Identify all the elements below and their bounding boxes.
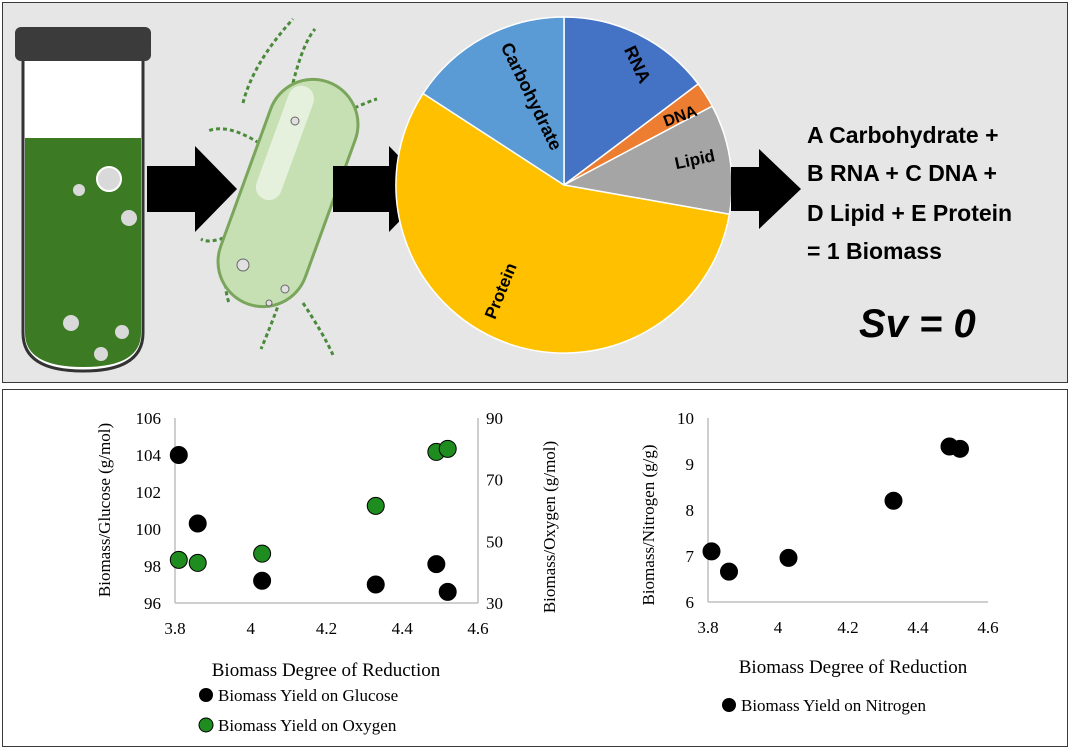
chart2-ylabel: Biomass/Nitrogen (g/g) bbox=[639, 444, 658, 605]
data-point bbox=[169, 446, 188, 464]
legend-marker-nitrogen bbox=[722, 698, 736, 712]
x-tick-label: 4.2 bbox=[837, 618, 858, 637]
x-tick-label: 4.2 bbox=[316, 619, 337, 638]
data-point bbox=[366, 496, 385, 515]
tube-liquid bbox=[25, 138, 141, 367]
equation-line-3: D Lipid + E Protein bbox=[807, 200, 1012, 226]
data-point bbox=[427, 555, 446, 574]
data-point bbox=[438, 439, 457, 458]
x-tick-label: 4.4 bbox=[907, 618, 929, 637]
x-tick-label: 4.6 bbox=[467, 619, 488, 638]
chart1-xlabel: Biomass Degree of Reduction bbox=[212, 660, 441, 681]
legend-marker-glucose bbox=[199, 688, 213, 702]
legend-label-nitrogen: Biomass Yield on Nitrogen bbox=[741, 696, 926, 715]
y2-tick-label: 90 bbox=[486, 409, 503, 428]
chart1-ylabel: Biomass/Glucose (g/mol) bbox=[95, 423, 114, 597]
tube-cap bbox=[15, 27, 151, 61]
y-tick-label: 96 bbox=[144, 594, 161, 613]
bottom-panel: 3.8 4 4.2 4.4 4.6 96 98 100 102 104 106 30 50 70 90 … bbox=[2, 389, 1068, 747]
test-tube-icon bbox=[15, 27, 151, 373]
pie-slice-carbohydrate bbox=[422, 16, 565, 187]
y-tick-label: 7 bbox=[686, 547, 695, 566]
y-tick-label: 100 bbox=[136, 520, 162, 539]
data-point bbox=[779, 548, 798, 567]
arrow-icon bbox=[147, 146, 237, 232]
data-point bbox=[169, 550, 188, 569]
y2-tick-label: 50 bbox=[486, 532, 503, 551]
data-point bbox=[884, 491, 903, 510]
legend-label-oxygen: Biomass Yield on Oxygen bbox=[218, 716, 397, 735]
data-point bbox=[188, 514, 207, 533]
y-tick-label: 6 bbox=[686, 593, 695, 612]
legend-label-glucose: Biomass Yield on Glucose bbox=[218, 686, 398, 705]
data-point bbox=[702, 542, 721, 561]
chart2-xlabel: Biomass Degree of Reduction bbox=[739, 657, 968, 678]
biomass-schematic: RNA DNA Lipid Protein Carbohydrate A Car… bbox=[15, 16, 1012, 373]
equation-line-2: B RNA + C DNA + bbox=[807, 160, 997, 186]
data-point bbox=[720, 562, 738, 581]
legend-marker-oxygen bbox=[198, 717, 214, 733]
data-point bbox=[253, 571, 272, 590]
equation: A Carbohydrate + B RNA + C DNA + D Lipid… bbox=[807, 122, 1012, 346]
x-tick-label: 4 bbox=[774, 618, 783, 637]
x-tick-label: 3.8 bbox=[697, 618, 718, 637]
data-point bbox=[188, 553, 207, 572]
data-point bbox=[438, 582, 457, 601]
nitrogen-chart: 3.8 4 4.2 4.4 4.6 6 7 8 9 10 Biomass Degree of R… bbox=[639, 409, 999, 715]
y-tick-label: 102 bbox=[136, 483, 162, 502]
data-point bbox=[366, 575, 385, 594]
equation-line-4: = 1 Biomass bbox=[807, 238, 942, 264]
x-tick-label: 4.4 bbox=[392, 619, 414, 638]
x-tick-label: 4.6 bbox=[977, 618, 998, 637]
y2-tick-label: 70 bbox=[486, 471, 503, 490]
pie-slice-protein bbox=[395, 92, 731, 354]
pie-slice-rna bbox=[563, 16, 700, 187]
pie-slice-lipid bbox=[561, 105, 733, 216]
data-point bbox=[951, 439, 969, 458]
y-tick-label: 8 bbox=[686, 501, 695, 520]
bacterium-icon bbox=[200, 17, 396, 356]
y-tick-label: 9 bbox=[686, 455, 695, 474]
y-tick-label: 104 bbox=[136, 446, 162, 465]
y2-tick-label: 30 bbox=[486, 594, 503, 613]
y-tick-label: 106 bbox=[136, 409, 162, 428]
composition-pie-chart: RNA DNA Lipid Protein Carbohydrate bbox=[395, 16, 733, 354]
sv-equation: Sv = 0 bbox=[859, 302, 976, 346]
y-tick-label: 10 bbox=[677, 409, 694, 428]
chart2-legend: Biomass Yield on Nitrogen bbox=[722, 696, 926, 715]
chart1-legend: Biomass Yield on Glucose Biomass Yield o… bbox=[198, 686, 398, 735]
x-tick-label: 3.8 bbox=[164, 619, 185, 638]
y-tick-label: 98 bbox=[144, 557, 161, 576]
equation-line-1: A Carbohydrate + bbox=[807, 122, 999, 148]
top-panel: RNA DNA Lipid Protein Carbohydrate A Car… bbox=[2, 2, 1068, 383]
arrow-icon bbox=[731, 149, 801, 229]
data-point bbox=[253, 544, 272, 563]
x-tick-label: 4 bbox=[247, 619, 256, 638]
chart1-y2label: Biomass/Oxygen (g/mol) bbox=[540, 441, 559, 613]
